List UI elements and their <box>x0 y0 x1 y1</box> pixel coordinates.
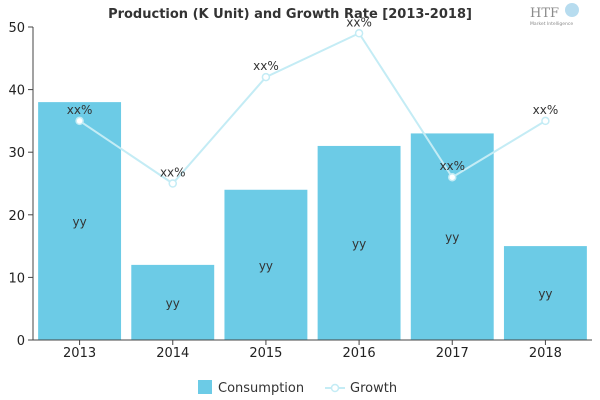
growth-point <box>541 116 550 126</box>
consumption-data-label: yy <box>166 296 180 310</box>
x-tick-label: 2016 <box>343 346 376 361</box>
growth-series: xx% xx% xx% xx% xx% xx% <box>67 15 559 188</box>
growth-point <box>354 29 364 38</box>
x-tick-label: 2013 <box>63 346 96 361</box>
growth-data-label: xx% <box>253 59 279 73</box>
legend-consumption-swatch <box>198 380 212 394</box>
y-tick-label: 0 <box>17 334 25 349</box>
consumption-bar <box>503 246 587 340</box>
y-tick-label: 30 <box>8 146 25 161</box>
chart-title: Production (K Unit) and Growth Rate [201… <box>108 7 472 22</box>
x-axis: 2013 2014 2015 2016 2017 2018 <box>33 339 592 361</box>
growth-data-label: xx% <box>346 15 372 29</box>
consumption-data-label: yy <box>352 237 366 251</box>
legend-growth-marker <box>330 383 340 393</box>
x-tick-label: 2015 <box>249 346 282 361</box>
consumption-bar <box>317 145 401 340</box>
logo-text: HTF <box>530 6 559 21</box>
growth-point <box>168 179 177 188</box>
growth-point <box>75 116 84 126</box>
legend: Consumption Growth <box>198 380 397 396</box>
x-tick-label: 2014 <box>156 346 189 361</box>
legend-consumption-label: Consumption <box>218 381 304 396</box>
growth-data-label: xx% <box>67 103 93 117</box>
y-tick-label: 20 <box>8 209 25 224</box>
growth-point <box>448 172 457 182</box>
consumption-bar <box>131 264 215 340</box>
x-tick-label: 2018 <box>529 346 562 361</box>
consumption-data-label: yy <box>538 287 552 301</box>
consumption-bar <box>38 102 122 341</box>
consumption-data-label: yy <box>259 259 273 273</box>
growth-line <box>79 31 546 185</box>
growth-data-label: xx% <box>439 159 465 173</box>
growth-point <box>261 72 271 82</box>
growth-data-label: xx% <box>533 103 559 117</box>
bars: yy yy yy yy yy yy <box>38 102 587 341</box>
y-tick-label: 50 <box>8 21 25 36</box>
consumption-bar <box>410 133 494 340</box>
growth-data-label: xx% <box>160 166 186 180</box>
x-tick-label: 2017 <box>436 346 469 361</box>
consumption-bar <box>224 189 308 340</box>
htf-logo: HTF Market Intelligence <box>530 3 579 27</box>
y-axis: 0 10 20 30 40 50 <box>8 21 34 349</box>
consumption-data-label: yy <box>445 231 459 245</box>
logo-tagline: Market Intelligence <box>530 21 573 27</box>
y-tick-label: 40 <box>8 84 25 99</box>
globe-icon <box>565 3 579 17</box>
consumption-data-label: yy <box>72 215 86 229</box>
y-tick-label: 10 <box>8 271 25 286</box>
legend-growth-label: Growth <box>350 381 397 396</box>
